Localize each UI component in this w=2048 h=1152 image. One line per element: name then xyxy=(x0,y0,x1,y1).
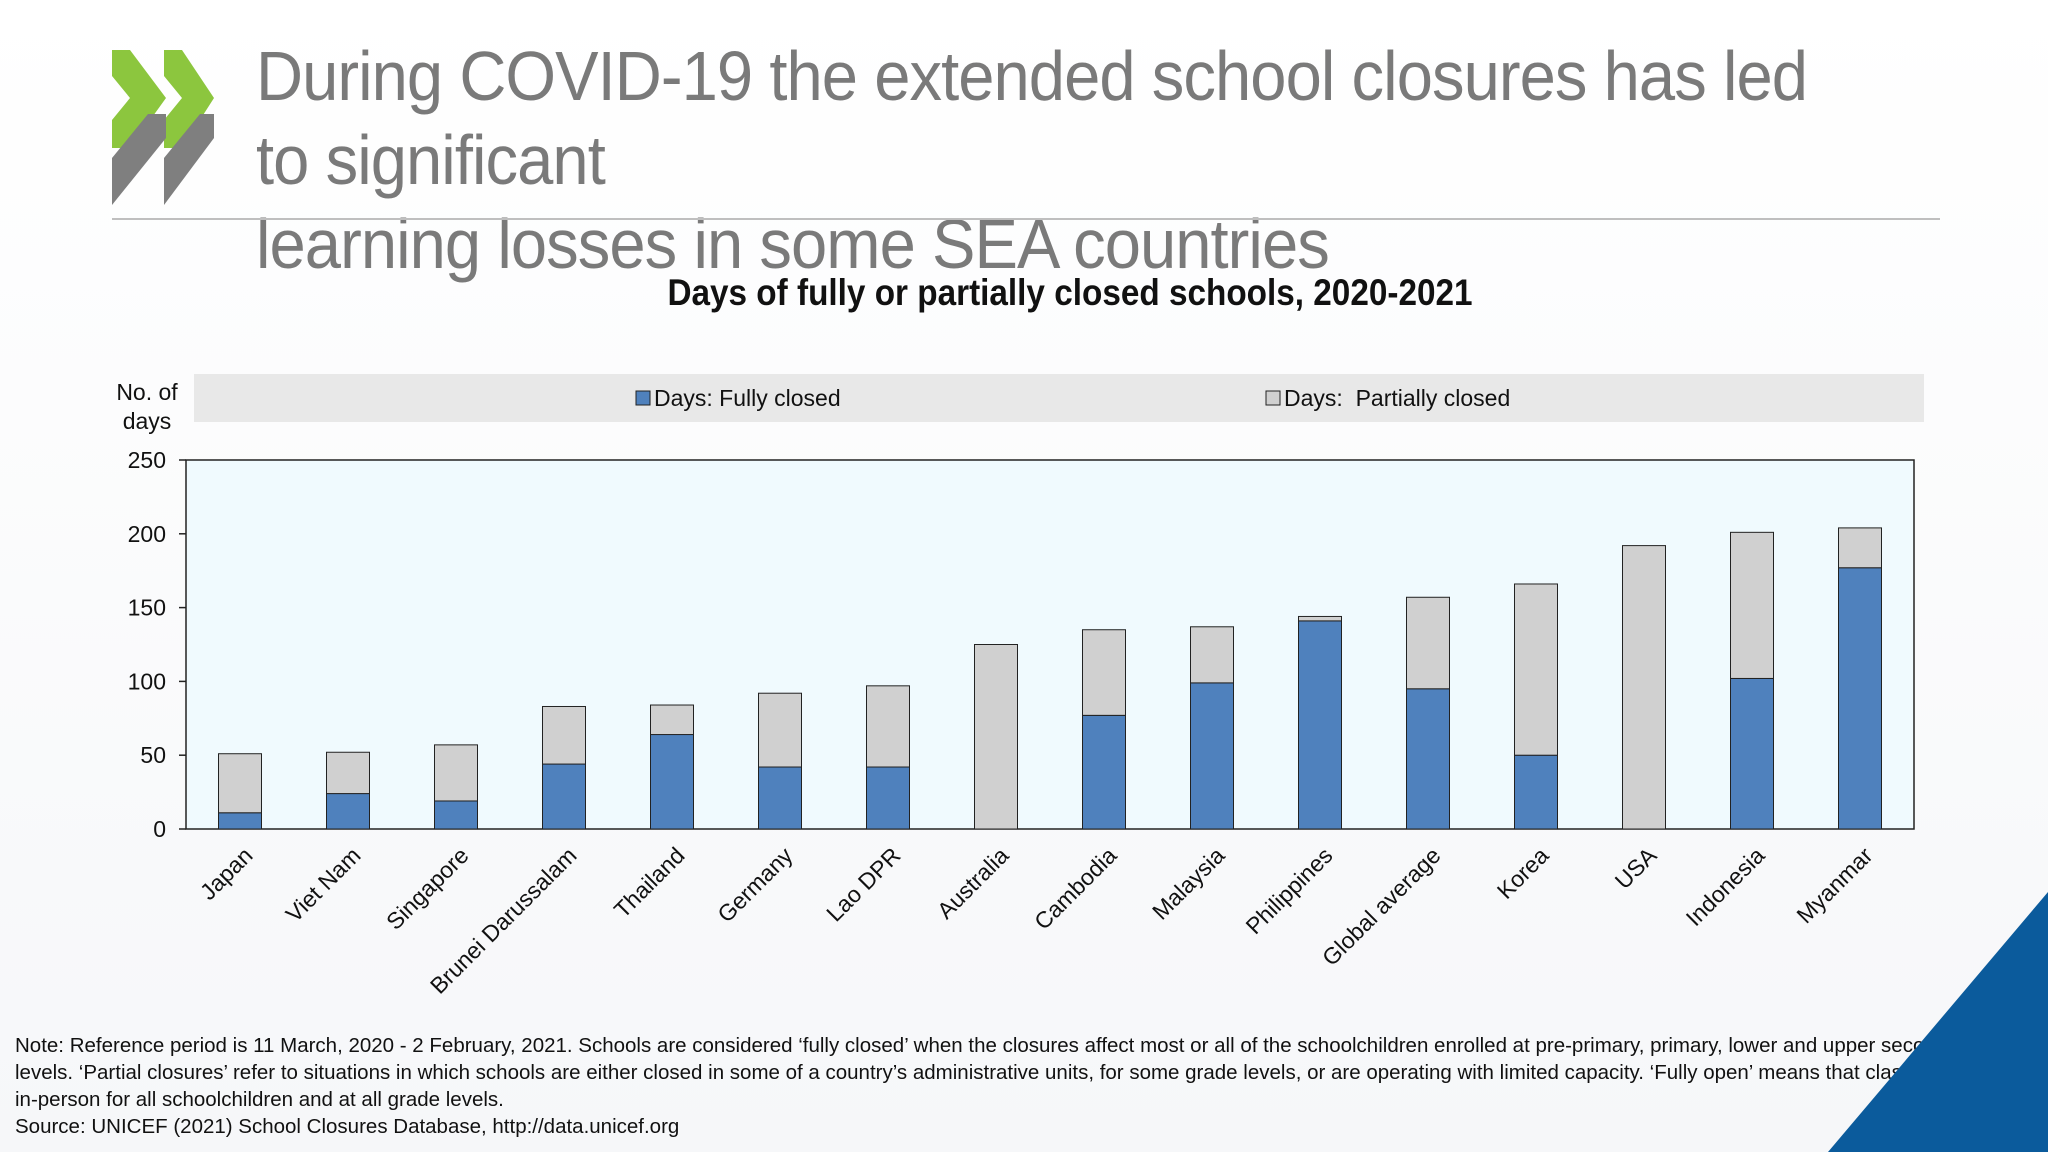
note-line-1: Note: Reference period is 11 March, 2020… xyxy=(15,1034,1976,1057)
y-tick-label: 100 xyxy=(128,668,166,694)
bar-partially-closed xyxy=(1406,596,1450,690)
title-divider xyxy=(112,218,1940,220)
bar-partially-closed xyxy=(1622,545,1666,830)
bar-fully-closed xyxy=(1514,754,1558,830)
x-tick-label: Japan xyxy=(195,842,258,905)
x-tick-label: Viet Nam xyxy=(281,842,366,927)
y-tick-label: 200 xyxy=(128,521,166,547)
x-tick-label: Korea xyxy=(1492,842,1554,904)
x-tick-label: Singapore xyxy=(381,842,474,935)
bar-fully-closed xyxy=(650,734,694,830)
x-tick-label: Australia xyxy=(932,842,1014,924)
bar-fully-closed xyxy=(1190,682,1234,830)
y-tick-label: 0 xyxy=(153,816,166,842)
bar-fully-closed xyxy=(434,800,478,830)
bar-fully-closed xyxy=(866,766,910,830)
x-tick-label: Thailand xyxy=(609,842,690,923)
y-tick-label: 150 xyxy=(128,595,166,621)
y-axis: 0 50 100 150 200 250 xyxy=(128,447,186,842)
bar-partially-closed xyxy=(1838,527,1882,569)
logo-chevron-gray-left xyxy=(112,114,166,205)
bar-fully-closed xyxy=(218,812,262,830)
bar-fully-closed xyxy=(1838,567,1882,830)
y-tick-label: 250 xyxy=(128,447,166,473)
bar-partially-closed xyxy=(974,644,1018,830)
bar-partially-closed xyxy=(1190,626,1234,684)
y-tick-label: 50 xyxy=(140,742,166,768)
legend-background xyxy=(194,374,1924,422)
bar-fully-closed xyxy=(1082,714,1126,830)
logo-chevron-green-left xyxy=(112,50,166,148)
chart-notes: Note: Reference period is 11 March, 2020… xyxy=(15,1032,2014,1140)
legend-swatch-partially-closed xyxy=(1265,390,1281,406)
bar-partially-closed xyxy=(326,751,370,795)
note-line-3: in-person for all schoolchildren and at … xyxy=(15,1088,504,1111)
x-tick-label: Malaysia xyxy=(1147,842,1230,925)
source-line: Source: UNICEF (2021) School Closures Da… xyxy=(15,1115,680,1138)
legend-label-fully-closed: Days: Fully closed xyxy=(654,385,841,411)
bar-partially-closed xyxy=(650,704,694,736)
bar-fully-closed xyxy=(1406,688,1450,830)
logo-chevron-green-right xyxy=(164,50,214,148)
bar-chart: Days: Fully closed Days: Partially close… xyxy=(116,374,1924,999)
double-chevron-logo-icon xyxy=(112,50,214,205)
slide-title-line-1: During COVID-19 the extended school clos… xyxy=(256,37,1808,199)
x-tick-label: Cambodia xyxy=(1029,842,1122,935)
bar-partially-closed xyxy=(1082,629,1126,716)
x-tick-label: Lao DPR xyxy=(821,842,905,926)
blue-triangle-icon xyxy=(1828,892,2048,1152)
note-line-2: levels. ‘Partial closures’ refer to situ… xyxy=(15,1061,2014,1084)
x-tick-label: Philippines xyxy=(1240,842,1337,939)
legend-swatch-fully-closed xyxy=(635,390,651,406)
x-tick-label: Germany xyxy=(712,842,798,928)
bar-partially-closed xyxy=(1298,615,1342,622)
bar-partially-closed xyxy=(758,692,802,768)
x-tick-label: USA xyxy=(1610,842,1662,894)
y-axis-label-line-2: days xyxy=(123,408,172,434)
bar-partially-closed xyxy=(866,685,910,768)
x-tick-label: Indonesia xyxy=(1681,842,1770,931)
legend-label-partially-closed: Days: Partially closed xyxy=(1284,385,1510,411)
bar-fully-closed xyxy=(1298,620,1342,830)
bar-fully-closed xyxy=(1730,677,1774,830)
bar-fully-closed xyxy=(326,793,370,830)
logo-chevron-gray-right xyxy=(164,114,214,205)
bar-partially-closed xyxy=(434,744,478,802)
bar-fully-closed xyxy=(758,766,802,830)
bar-partially-closed xyxy=(1730,531,1774,679)
bar-partially-closed xyxy=(542,705,586,765)
bar-partially-closed xyxy=(1514,583,1558,756)
bar-partially-closed xyxy=(218,753,262,814)
y-axis-label-line-1: No. of xyxy=(116,379,178,405)
bars xyxy=(218,527,1882,830)
chart-title: Days of fully or partially closed school… xyxy=(667,272,1473,313)
bar-fully-closed xyxy=(542,763,586,830)
